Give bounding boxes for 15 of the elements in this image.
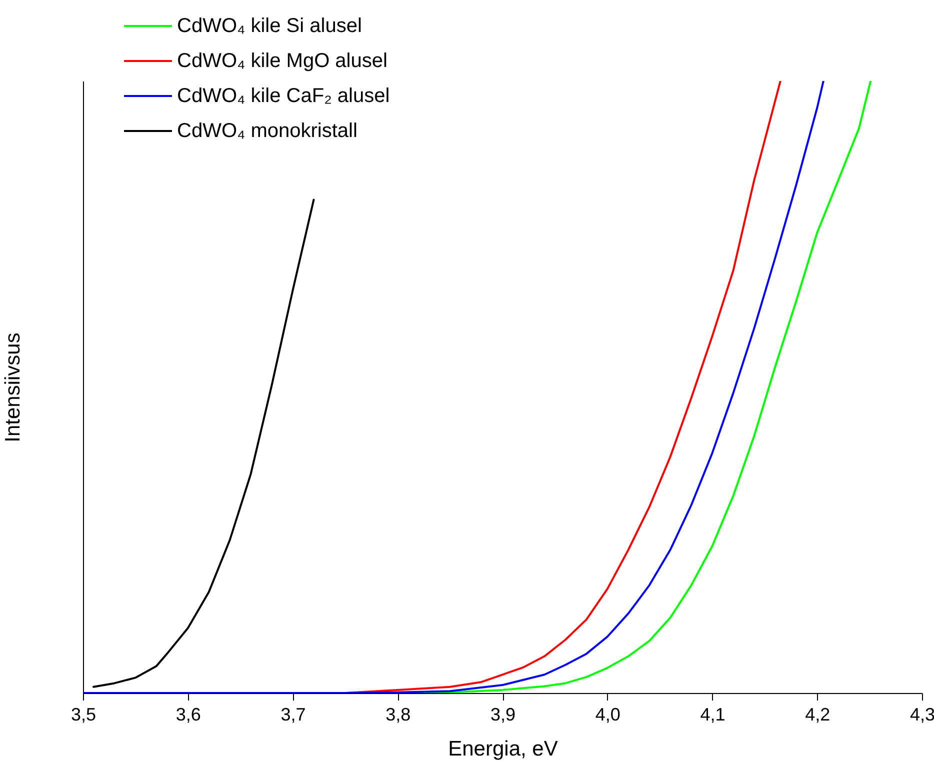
- legend-label: CdWO₄ kile CaF₂ alusel: [177, 85, 390, 107]
- x-tick-label: 3,7: [280, 704, 306, 724]
- x-tick-label: 4,2: [805, 704, 830, 724]
- x-tick-label: 3,6: [176, 704, 201, 724]
- y-axis-title: Intensiivsus: [2, 332, 24, 442]
- x-tick-label: 4,0: [595, 704, 620, 724]
- x-axis-title: Energia, eV: [448, 738, 558, 760]
- legend-label: CdWO₄ monokristall: [177, 120, 358, 142]
- x-tick-label: 3,5: [70, 704, 96, 724]
- legend-label: CdWO₄ kile Si alusel: [177, 15, 362, 37]
- x-tick-label: 3,8: [386, 704, 411, 724]
- x-tick-label: 4,3: [910, 704, 934, 724]
- legend-label: CdWO₄ kile MgO alusel: [177, 50, 388, 72]
- x-tick-label: 3,9: [490, 704, 516, 724]
- x-tick-label: 4,1: [700, 704, 726, 724]
